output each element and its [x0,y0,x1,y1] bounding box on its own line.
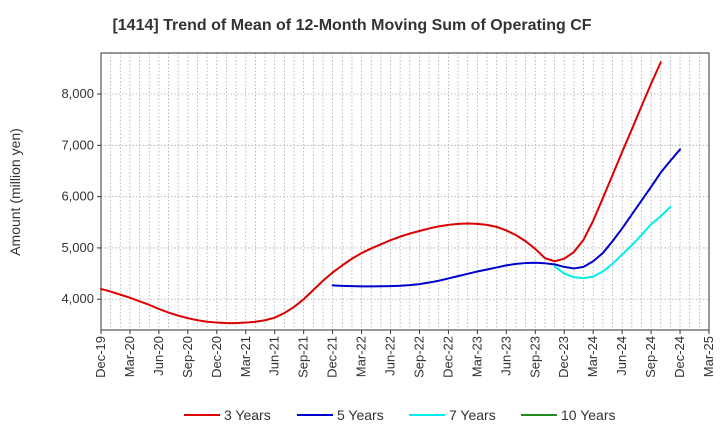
x-tick-label: Mar-22 [354,336,369,377]
x-tick-label: Sep-21 [296,336,311,378]
x-tick-label: Sep-20 [180,336,195,378]
x-tick-label: Jun-23 [498,336,513,376]
x-tick-label: Dec-19 [93,336,108,378]
legend-label: 7 Years [449,407,496,423]
x-tick-label: Mar-23 [469,336,484,377]
x-tick-label: Mar-25 [701,336,716,377]
plot-area-frame [100,52,710,331]
y-axis: 4,000 5,000 6,000 7,000 8,000 [61,86,101,306]
chart-title: [1414] Trend of Mean of 12-Month Moving … [112,17,591,34]
x-tick-label: Mar-24 [585,336,600,377]
x-tick-label: Dec-23 [556,336,571,378]
legend-label: 3 Years [224,407,271,423]
x-tick-label: Mar-20 [122,336,137,377]
x-tick-label: Sep-23 [527,336,542,378]
series-line-5-years [331,148,682,288]
y-tick-label: 8,000 [61,86,94,101]
x-tick-label: Sep-22 [411,336,426,378]
series-group [100,61,682,325]
y-axis-label: Amount (million yen) [7,128,23,256]
x-tick-label: Dec-22 [440,336,455,378]
x-tick-label: Jun-21 [267,336,282,376]
y-tick-label: 5,000 [61,240,94,255]
x-tick-label: Dec-24 [672,336,687,378]
x-tick-label: Jun-20 [151,336,166,376]
x-axis: Dec-19 Mar-20 Jun-20 Sep-20 Dec-20 Mar-21 Jun-… [93,330,716,378]
y-tick-label: 4,000 [61,291,94,306]
legend: 3 Years 5 Years 7 Years 10 Years [184,407,616,423]
y-tick-label: 7,000 [61,137,94,152]
series-line-3-years [100,61,662,325]
y-tick-label: 6,000 [61,189,94,204]
x-tick-label: Dec-20 [209,336,224,378]
x-tick-label: Mar-21 [238,336,253,377]
x-tick-label: Dec-21 [325,336,340,378]
series-line-7-years [553,205,672,280]
x-tick-label: Sep-24 [643,336,658,378]
legend-label: 5 Years [337,407,384,423]
x-tick-label: Jun-22 [383,336,398,376]
x-tick-label: Jun-24 [614,336,629,376]
grid [101,53,709,330]
legend-label: 10 Years [561,407,616,423]
